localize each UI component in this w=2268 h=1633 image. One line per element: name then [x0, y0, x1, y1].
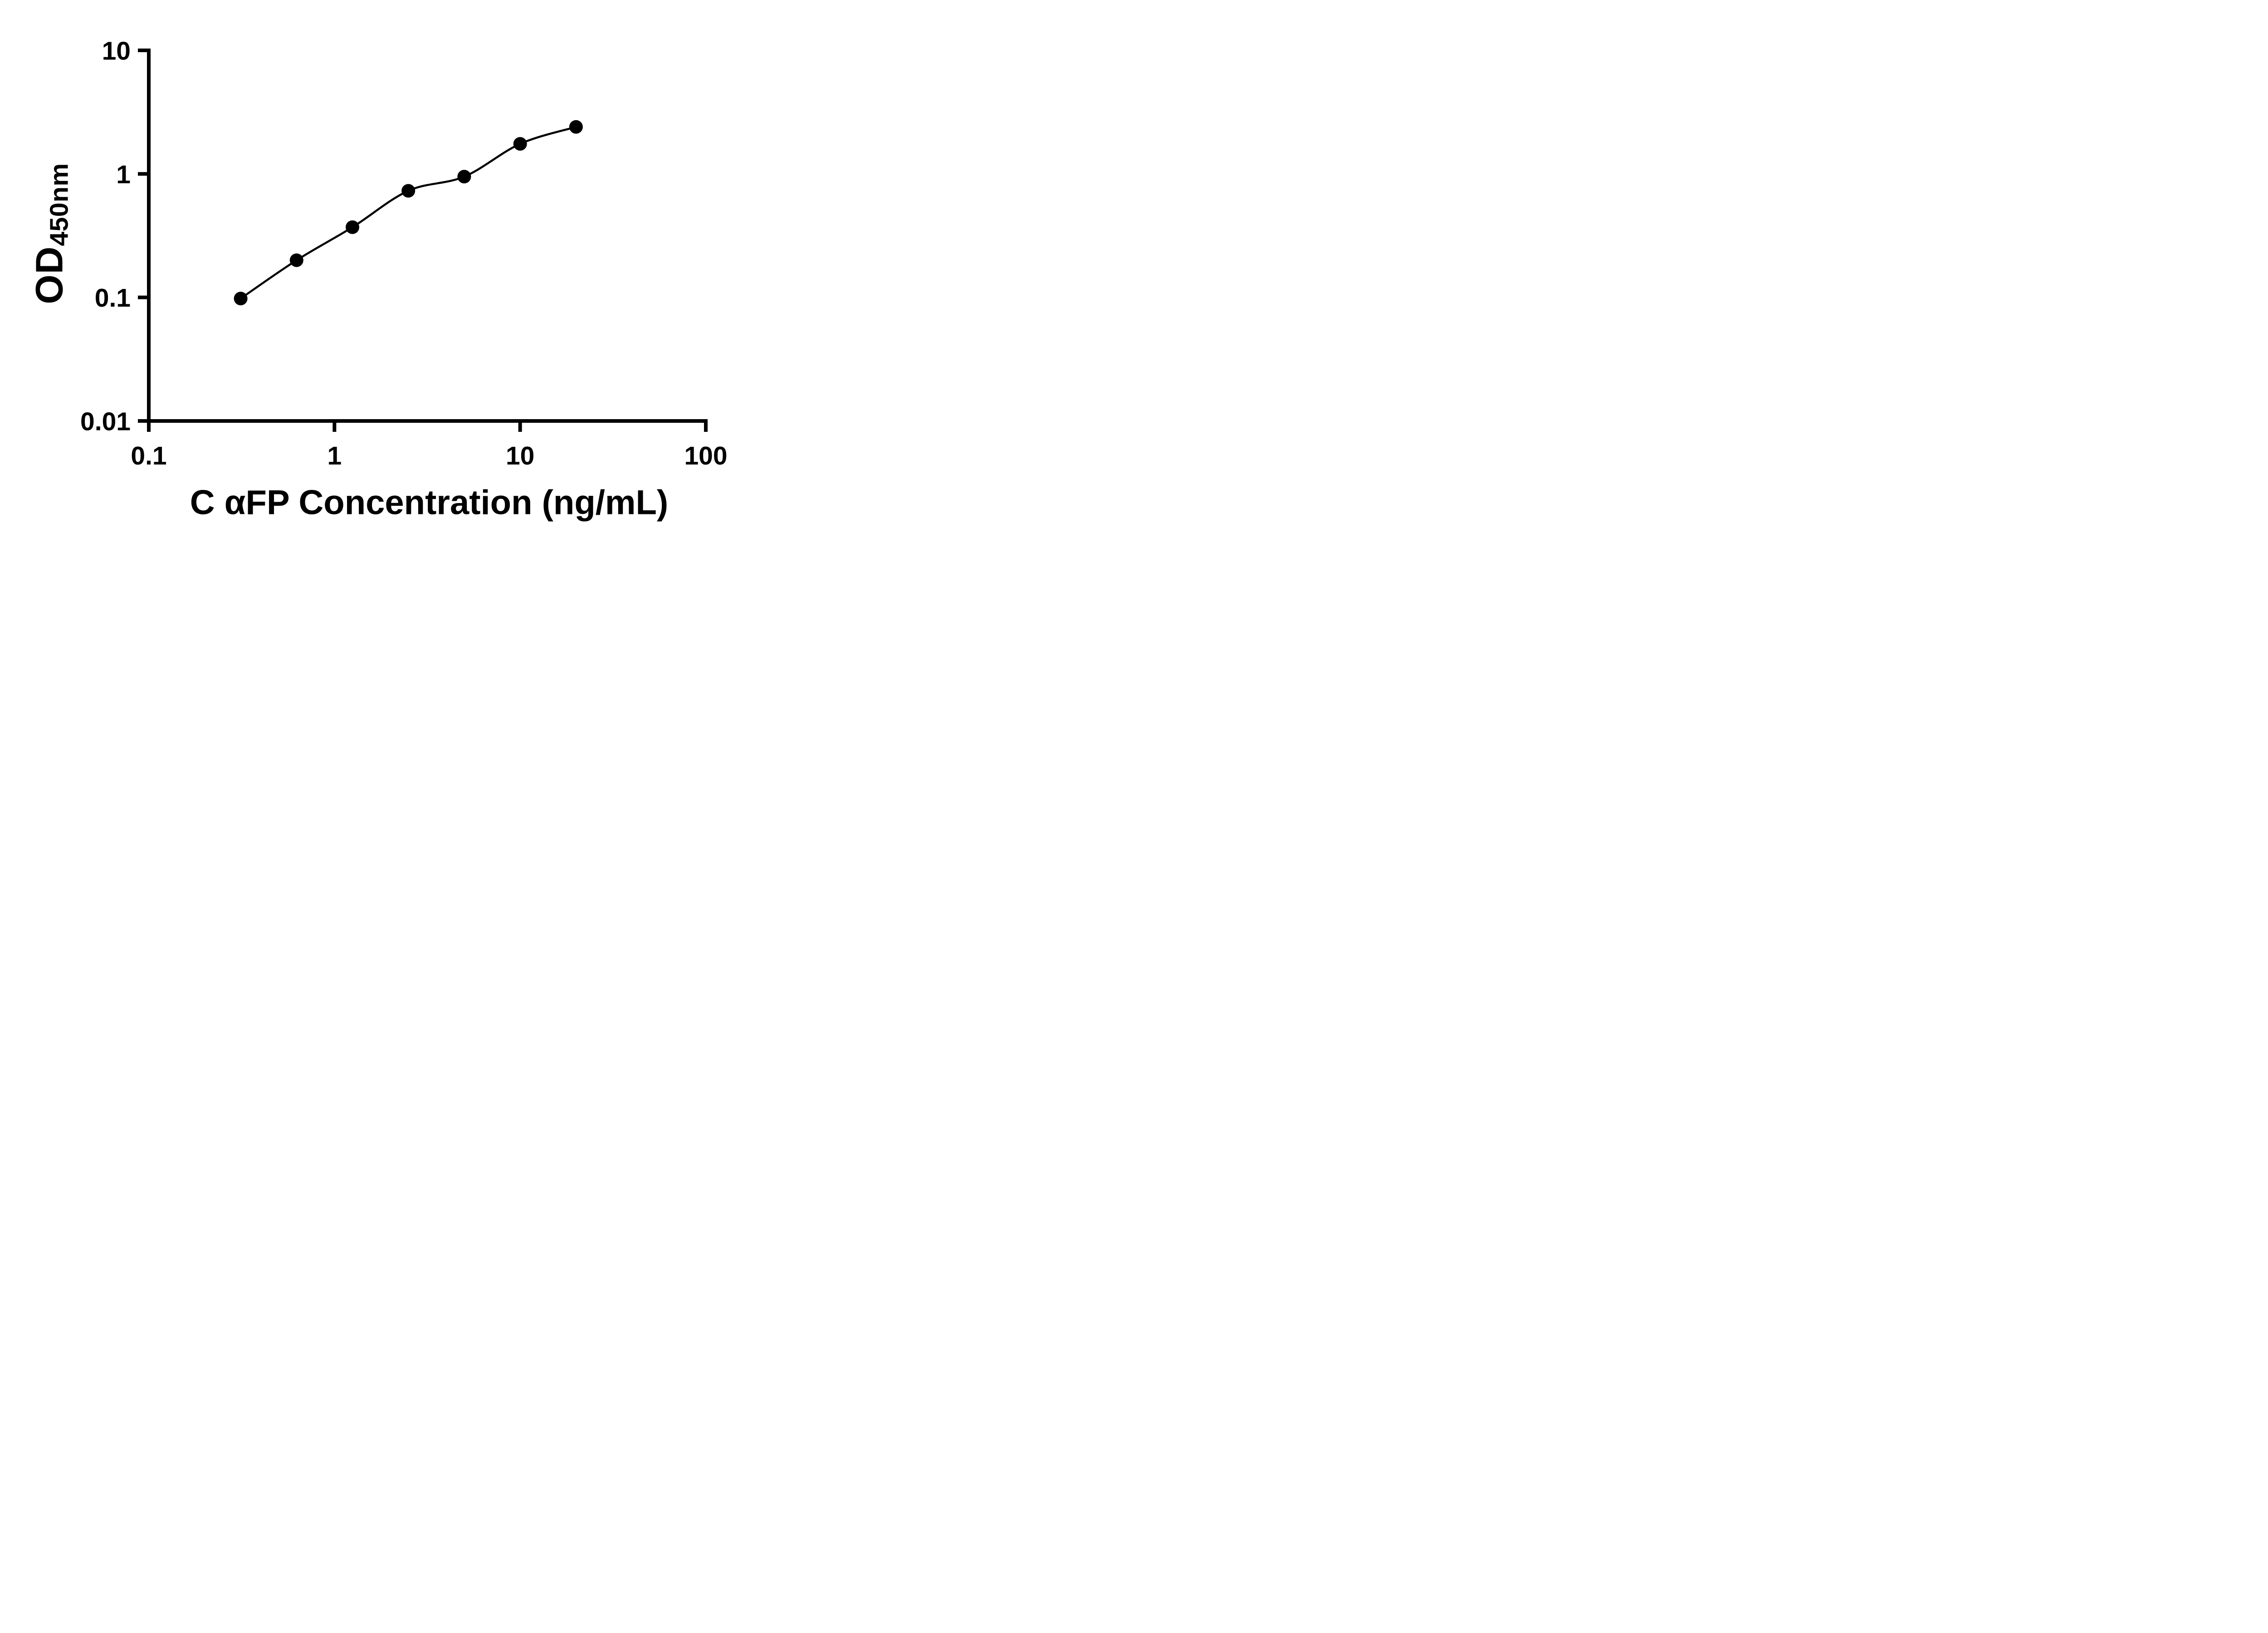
y-axis-title-subscript: 450nm [44, 163, 74, 246]
axes [147, 49, 708, 423]
data-point [234, 292, 248, 306]
fit-curve [240, 126, 577, 299]
x-tick-label: 1 [327, 441, 342, 470]
data-point [346, 220, 359, 234]
data-point [289, 253, 303, 267]
x-tick-label: 10 [506, 441, 534, 470]
x-axis-ticks [147, 421, 708, 432]
y-axis-title-main: OD [28, 246, 71, 304]
y-tick-labels: 0.01 0.1 1 10 [80, 37, 131, 436]
data-point [457, 170, 471, 184]
y-tick-label: 1 [116, 160, 131, 189]
y-tick-label: 0.01 [80, 407, 131, 436]
y-axis-title: OD450nm [28, 163, 74, 304]
x-tick-label: 0.1 [131, 441, 166, 470]
x-tick-labels: 0.1 1 10 100 [131, 441, 727, 470]
elisa-standard-curve-figure: 0.1 1 10 100 0.01 0.1 1 10 OD450nm C αFP Concen… [0, 0, 777, 544]
y-axis-ticks [138, 49, 149, 423]
axis-lines [147, 49, 708, 423]
data-points [234, 120, 583, 306]
y-tick-label: 0.1 [95, 284, 131, 313]
x-tick-label: 100 [684, 441, 727, 470]
data-point [513, 137, 527, 151]
y-tick-label: 10 [102, 37, 131, 66]
data-point [569, 120, 583, 134]
x-axis-title: C αFP Concentration (ng/mL) [190, 483, 669, 522]
data-point [401, 184, 415, 198]
